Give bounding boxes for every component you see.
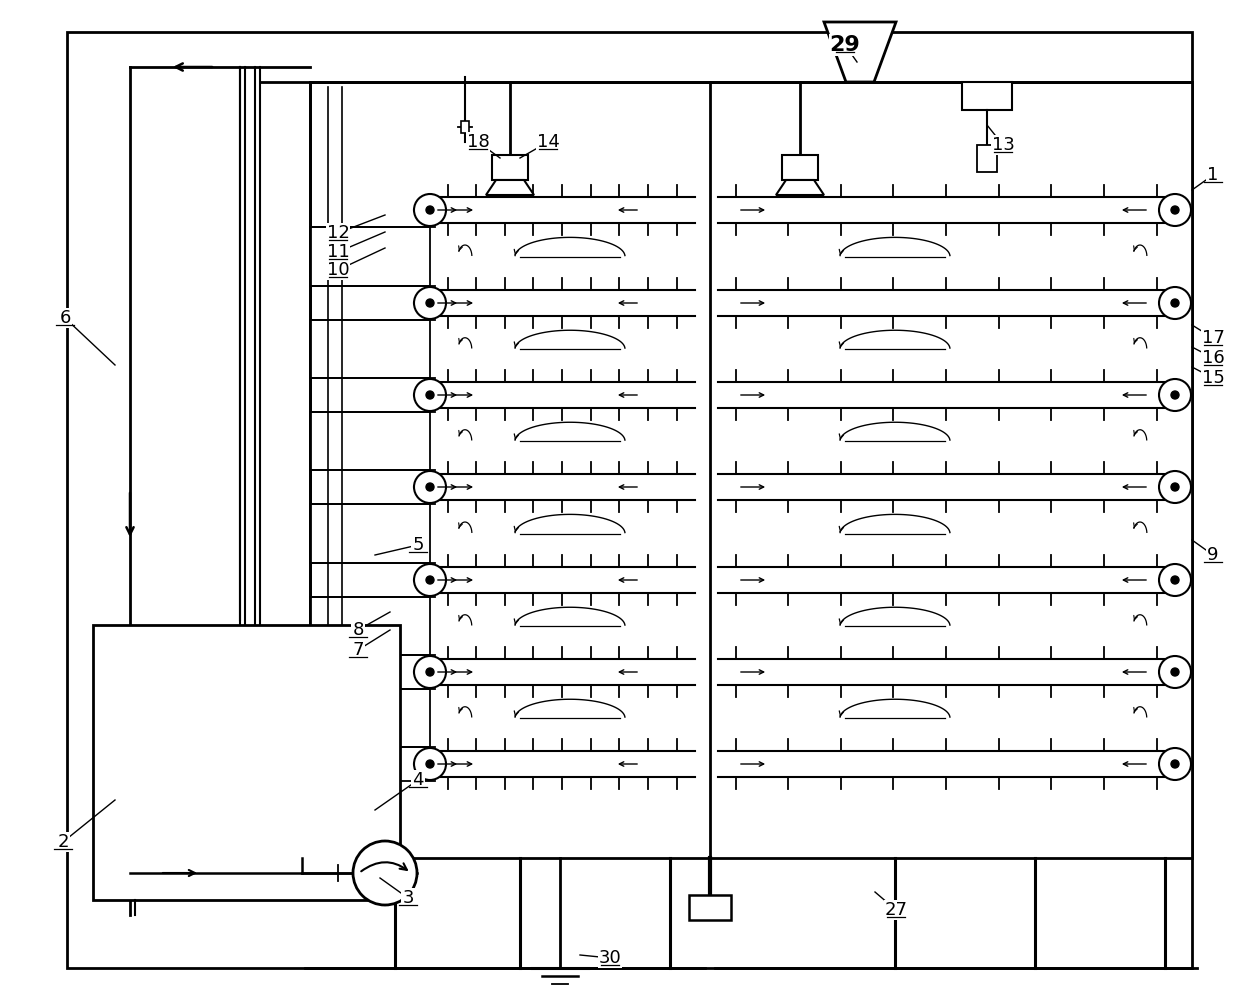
Text: 18: 18 xyxy=(466,133,490,151)
Circle shape xyxy=(427,299,434,307)
Bar xyxy=(310,504,430,563)
Bar xyxy=(310,320,430,378)
Text: 2: 2 xyxy=(57,833,68,851)
Bar xyxy=(310,227,430,286)
Bar xyxy=(492,155,528,180)
Circle shape xyxy=(1159,748,1190,780)
Text: 8: 8 xyxy=(352,621,363,639)
Bar xyxy=(310,412,430,470)
Circle shape xyxy=(414,379,446,411)
Circle shape xyxy=(353,841,417,905)
Bar xyxy=(310,597,430,655)
Text: 5: 5 xyxy=(412,536,424,554)
Circle shape xyxy=(1171,483,1179,491)
Text: 15: 15 xyxy=(1202,369,1224,387)
Circle shape xyxy=(1171,391,1179,399)
Bar xyxy=(310,82,1192,858)
Bar xyxy=(310,689,430,747)
Circle shape xyxy=(427,391,434,399)
Text: 3: 3 xyxy=(402,889,414,907)
Circle shape xyxy=(1159,379,1190,411)
Circle shape xyxy=(427,483,434,491)
Text: 14: 14 xyxy=(537,133,559,151)
Circle shape xyxy=(1159,287,1190,319)
Polygon shape xyxy=(486,180,534,195)
Circle shape xyxy=(414,287,446,319)
Circle shape xyxy=(414,471,446,503)
Text: 27: 27 xyxy=(884,901,908,919)
Circle shape xyxy=(1171,668,1179,676)
Circle shape xyxy=(1159,471,1190,503)
Circle shape xyxy=(414,564,446,596)
Text: 17: 17 xyxy=(1202,329,1224,347)
Text: 4: 4 xyxy=(412,771,424,789)
Bar xyxy=(962,82,1012,110)
Text: 10: 10 xyxy=(326,261,350,279)
Circle shape xyxy=(427,206,434,214)
Bar xyxy=(93,625,401,900)
Polygon shape xyxy=(825,22,897,82)
Text: 12: 12 xyxy=(326,224,350,242)
Text: 13: 13 xyxy=(992,136,1014,154)
Text: 1: 1 xyxy=(1208,166,1219,184)
Circle shape xyxy=(414,748,446,780)
Bar xyxy=(689,895,732,920)
Circle shape xyxy=(1159,194,1190,226)
Bar xyxy=(977,145,997,172)
Circle shape xyxy=(1171,760,1179,768)
Circle shape xyxy=(1171,206,1179,214)
Text: 29: 29 xyxy=(830,35,861,55)
Circle shape xyxy=(427,576,434,584)
Bar xyxy=(461,121,469,133)
Polygon shape xyxy=(776,180,825,195)
Text: 9: 9 xyxy=(1208,546,1219,564)
Text: 6: 6 xyxy=(60,309,71,327)
Circle shape xyxy=(1171,576,1179,584)
Text: 7: 7 xyxy=(352,641,363,659)
Circle shape xyxy=(414,194,446,226)
Circle shape xyxy=(1171,299,1179,307)
Text: 11: 11 xyxy=(326,243,350,261)
Bar xyxy=(782,155,818,180)
Circle shape xyxy=(414,656,446,688)
Circle shape xyxy=(1159,656,1190,688)
Circle shape xyxy=(427,760,434,768)
Text: 16: 16 xyxy=(1202,349,1224,367)
Circle shape xyxy=(1159,564,1190,596)
Circle shape xyxy=(427,668,434,676)
Text: 30: 30 xyxy=(599,949,621,967)
